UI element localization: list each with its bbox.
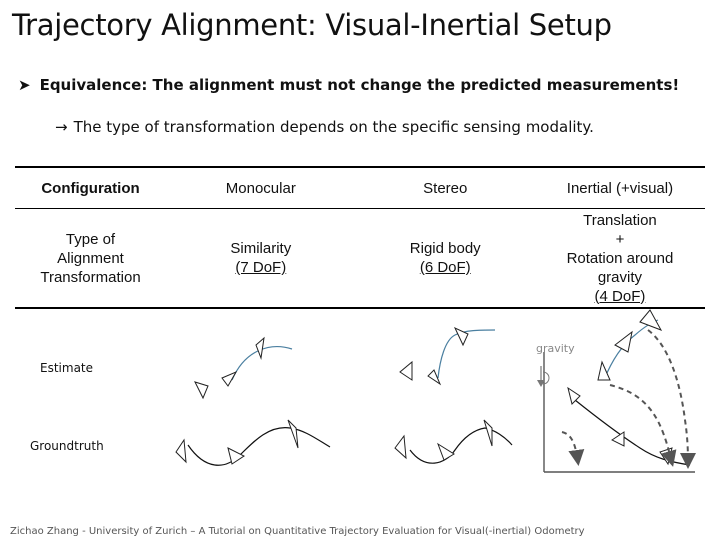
inertial-dof: (4 DoF): [594, 287, 646, 305]
groundtruth-label: Groundtruth: [30, 439, 104, 453]
right-arrow-icon: →: [55, 118, 68, 136]
equivalence-text: Equivalence: The alignment must not chan…: [39, 76, 680, 94]
row-label-line: Type of: [65, 230, 116, 248]
gravity-label: gravity: [536, 342, 575, 355]
table-row: Type of Alignment Transformation Similar…: [15, 208, 705, 309]
row-label-line: Transformation: [40, 268, 141, 286]
slide-title: Trajectory Alignment: Visual-Inertial Se…: [12, 8, 612, 42]
inertial-cell: Translation + Rotation around gravity (4…: [534, 208, 705, 309]
inertial-groundtruth-trajectory: [567, 386, 691, 466]
header-stereo: Stereo: [355, 166, 535, 209]
modality-subbullet: → The type of transformation depends on t…: [55, 118, 594, 136]
inertial-estimate-trajectory: [597, 309, 663, 381]
stereo-cell: Rigid body (6 DoF): [355, 208, 535, 309]
inertial-line: gravity: [597, 268, 643, 286]
monocular-cell: Similarity (7 DoF): [166, 208, 356, 309]
monocular-estimate-trajectory: [194, 336, 293, 400]
gravity-arrow-icon: [537, 366, 550, 387]
row-label-cell: Type of Alignment Transformation: [15, 208, 166, 309]
header-monocular: Monocular: [166, 166, 356, 209]
monocular-dof: (7 DoF): [235, 259, 287, 276]
estimate-label: Estimate: [40, 361, 94, 375]
stereo-type: Rigid body: [409, 240, 481, 257]
inertial-dashed-arrows: [561, 329, 696, 469]
stereo-dof: (6 DoF): [419, 259, 471, 276]
arrowhead-bullet-icon: ➤: [18, 76, 31, 94]
footer-citation: Zichao Zhang - University of Zurich – A …: [10, 526, 585, 537]
modality-text: The type of transformation depends on th…: [73, 118, 594, 136]
inertial-line: Rotation around: [566, 249, 674, 267]
equivalence-bullet: ➤ Equivalence: The alignment must not cha…: [18, 76, 679, 94]
monocular-type: Similarity: [230, 240, 292, 257]
header-inertial: Inertial (+visual): [534, 166, 705, 209]
stereo-groundtruth-trajectory: [394, 419, 513, 464]
stereo-estimate-trajectory: [399, 326, 496, 386]
alignment-table: Configuration Monocular Stereo Inertial …: [15, 166, 705, 309]
row-label-line: Alignment: [57, 249, 124, 267]
header-configuration: Configuration: [15, 166, 166, 209]
inertial-line: +: [615, 230, 625, 248]
monocular-groundtruth-trajectory: [175, 419, 331, 466]
inertial-line: Translation: [583, 211, 657, 229]
table-header-row: Configuration Monocular Stereo Inertial …: [15, 166, 705, 209]
inertial-axes: [543, 352, 695, 473]
